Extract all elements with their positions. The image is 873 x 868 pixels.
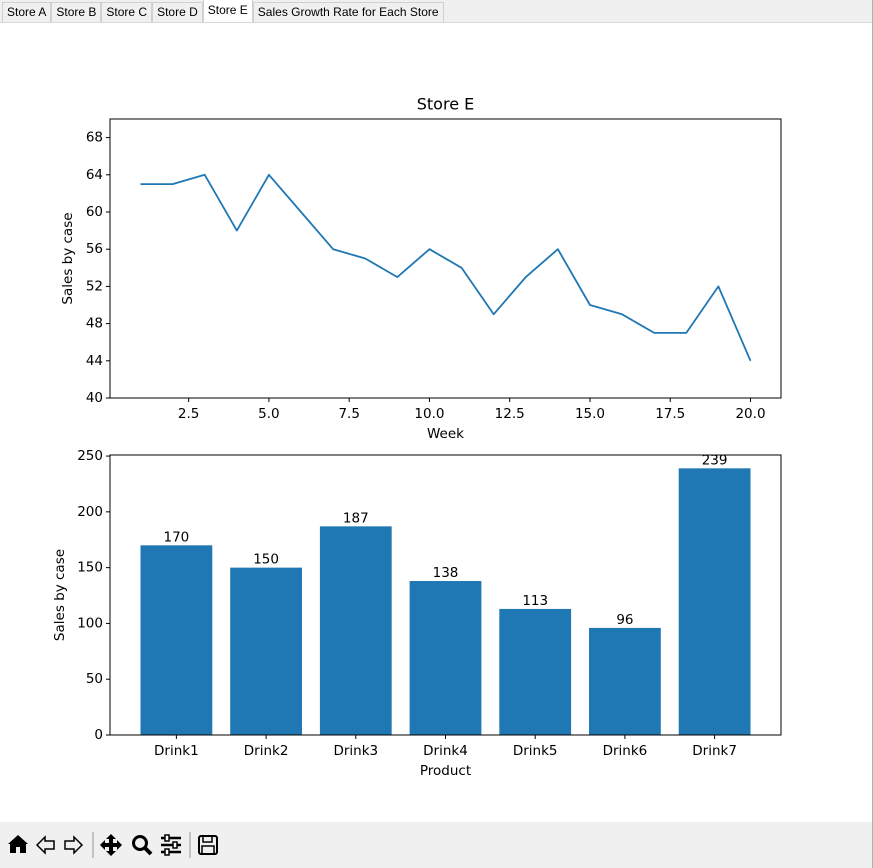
tab[interactable]: Store A [2,2,52,22]
y-tick-label: 64 [86,167,103,183]
y-tick-label: 52 [86,278,103,294]
zoom-button[interactable] [132,835,153,856]
data-label: 113 [522,593,548,609]
axes-frame [109,454,782,736]
y-tick-label: 250 [77,448,103,464]
data-label: 96 [616,612,633,628]
toolbar [0,822,872,868]
x-tick-label: Drink2 [244,743,289,759]
forward-button[interactable] [64,835,84,855]
y-tick-label: 48 [86,316,103,332]
y-tick-label: 40 [86,390,103,406]
x-tick-label: Drink6 [603,743,648,759]
x-tick-label: 15.0 [575,406,605,422]
home-button[interactable] [8,835,28,853]
y-tick-label: 60 [86,204,103,220]
data-label: 150 [253,552,279,568]
tab[interactable]: Sales Growth Rate for Each Store [252,2,444,22]
tab[interactable]: Store B [51,2,102,22]
y-tick-label: 68 [86,130,103,146]
x-tick-label: 17.5 [655,406,685,422]
axes-frame [109,118,782,399]
tab[interactable]: Store D [152,2,203,22]
y-tick-label: 50 [86,671,103,687]
y-tick-label: 100 [77,615,103,631]
bar [319,526,392,735]
x-tick-label: Drink5 [513,743,558,759]
y-axis-label: Sales by case [52,549,68,641]
x-axis-label: Week [427,426,464,442]
y-tick-label: 56 [86,241,103,257]
y-tick-label: 200 [77,504,103,520]
bar [499,608,572,735]
x-axis-label: Product [420,763,471,779]
chart-title: Store E [417,95,474,114]
bar [678,468,751,735]
x-tick-label: 10.0 [414,406,444,422]
pan-button[interactable] [100,834,122,856]
configure-button[interactable] [161,834,181,856]
x-tick-label: Drink4 [423,743,468,759]
y-tick-label: 44 [86,353,103,369]
save-button[interactable] [198,835,218,855]
tab[interactable]: Store C [101,2,153,22]
bar [409,581,482,735]
data-label: 187 [343,510,369,526]
x-tick-label: 5.0 [258,406,279,422]
y-tick-label: 0 [94,727,103,743]
data-label: 170 [163,529,189,545]
tab-bar: Store A Store B Store C Store D Store E Sales… [0,0,872,23]
x-tick-label: 20.0 [735,406,765,422]
x-tick-label: Drink1 [154,743,199,759]
figure: 40 44 48 52 56 60 64 68 Store E Week Sales by case… [52,95,782,779]
x-tick-label: Drink7 [692,743,737,759]
x-tick-label: 12.5 [495,406,525,422]
data-label: 239 [702,452,728,468]
data-label: 138 [433,565,459,581]
y-tick-label: 150 [77,560,103,576]
back-button[interactable] [35,835,55,855]
x-tick-label: 7.5 [338,406,359,422]
bar [140,545,213,735]
x-tick-label: 2.5 [178,406,199,422]
y-axis-label: Sales by case [60,212,76,304]
bar [589,627,661,735]
line-series [140,173,752,362]
tab[interactable]: Store E [202,0,253,22]
x-tick-label: Drink3 [333,743,378,759]
bar [230,567,302,735]
